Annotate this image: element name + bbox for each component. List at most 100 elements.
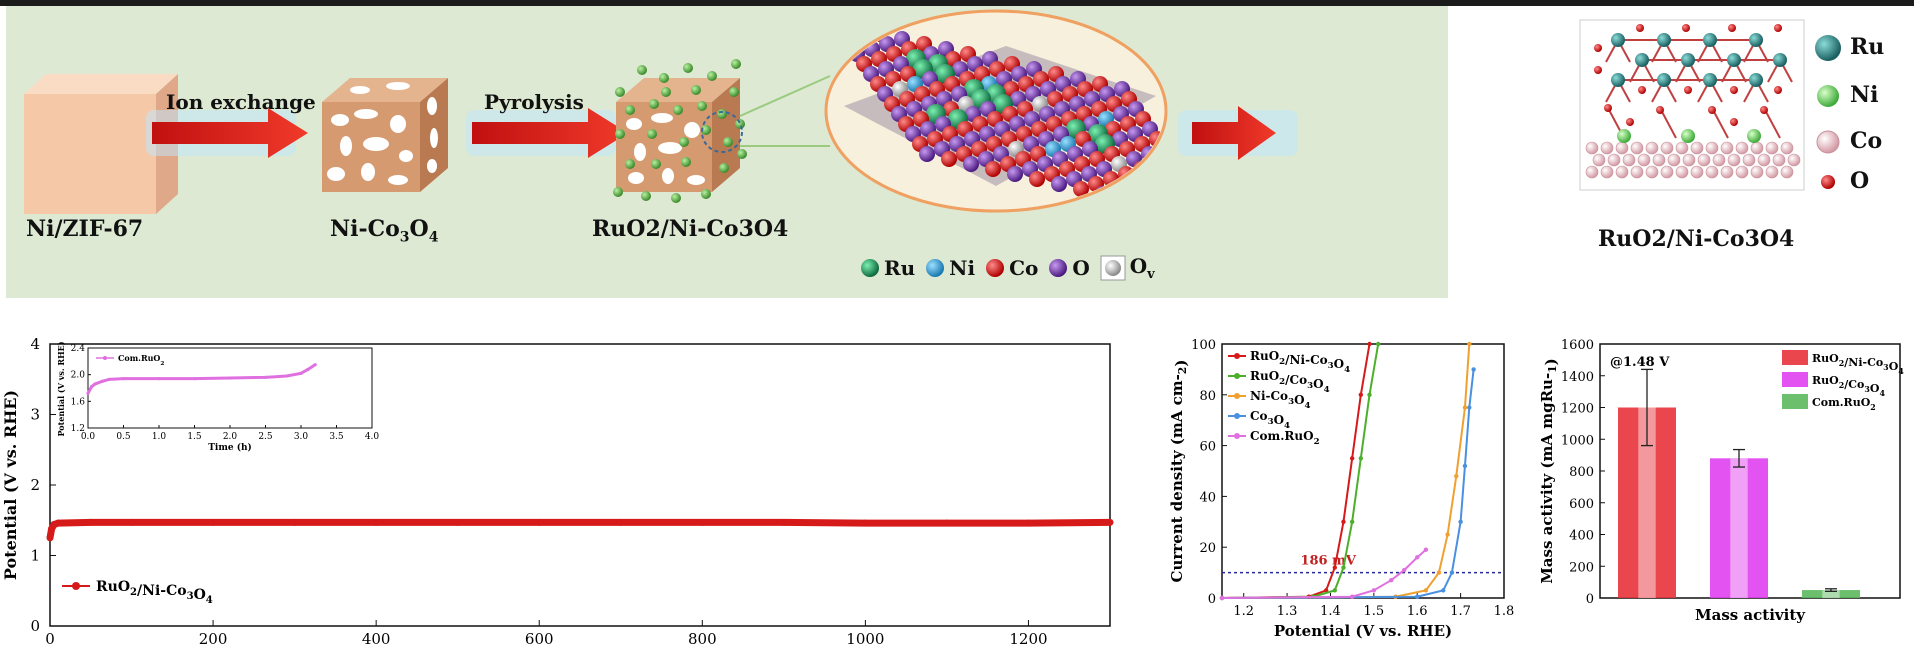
lsv-legend-label-part: O [1274, 413, 1284, 427]
lsv-legend-label-part: 3 [1288, 397, 1294, 407]
struct-legend-ru-swatch [1815, 35, 1841, 61]
lsv-data-point [1341, 565, 1346, 570]
mass-y-tick-label: 400 [1569, 529, 1594, 544]
lsv-legend-label-part: RuO [1250, 349, 1279, 363]
lsv-legend-label-part: 2 [1279, 357, 1285, 367]
lattice-atom [1183, 206, 1199, 222]
stage-2-base: Ni-Co [330, 216, 400, 242]
struct-bond [1763, 107, 1781, 139]
struct-co-atom [1705, 165, 1719, 179]
mass-y-tick-label: 0 [1586, 592, 1594, 607]
inset-data-point [89, 385, 94, 389]
mass-activity-chart: 0 200 400 600 800 1000 1200 1400 1600 Mass activi… [1530, 334, 1910, 650]
inset-data-point [306, 367, 310, 371]
legend-o-swatch [1049, 259, 1068, 277]
struct-co-atom [1757, 153, 1771, 167]
mass-bar-highlight [1638, 407, 1656, 598]
stability-legend-label: RuO2/Ni-Co3O4 [96, 579, 213, 606]
inset-y-tick-label: 2.4 [71, 344, 86, 354]
lsv-legend-label-part: 2 [1314, 437, 1320, 447]
inset-legend-marker [103, 356, 107, 360]
mass-legend-label-part: RuO [1812, 374, 1839, 387]
mass-legend-label-part: 4 [1898, 367, 1904, 376]
struct-o-atom [1774, 86, 1782, 94]
stability-data-point [698, 518, 706, 526]
lsv-data-point [1445, 532, 1450, 537]
struct-co-atom [1720, 165, 1734, 179]
mass-y-tick-label: 200 [1569, 560, 1594, 575]
inset-x-tick-label: 4.0 [365, 432, 380, 442]
lsv-legend-label-part: 2 [1279, 377, 1285, 387]
ruo2-cube [613, 59, 747, 203]
lattice-atom [1148, 156, 1164, 172]
inset-x-tick-label: 3.5 [329, 432, 344, 442]
mass-legend-label-part: 2 [1839, 381, 1845, 390]
inset-legend-label-part: Com.RuO [118, 353, 160, 363]
inset-data-point [100, 379, 104, 383]
lsv-y-tick-label: 100 [1191, 338, 1216, 353]
mass-bar [1710, 458, 1768, 598]
stability-x-tick-label: 1200 [1009, 630, 1047, 648]
mass-legend-label-part: 3 [1864, 385, 1870, 394]
legend-ru-swatch [861, 259, 879, 277]
zif-cube [24, 74, 178, 214]
struct-co-atom [1585, 141, 1599, 155]
lattice-legend: Ru Ni Co O Ov [860, 254, 1155, 282]
struct-co-atom [1652, 153, 1666, 167]
stage-1-label: Ni/ZIF-67 [26, 216, 144, 242]
struct-co-atom [1765, 141, 1779, 155]
stability-data-point [128, 518, 136, 526]
lsv-legend-label-part: O [1294, 393, 1304, 407]
lsv-data-point [1358, 392, 1364, 397]
mass-y-axis-label: Mass activity (mA mgRu-1) [1538, 358, 1560, 584]
stability-legend-label-part: 3 [187, 591, 194, 602]
lattice-atom [1073, 181, 1089, 197]
lsv-data-point [1471, 367, 1476, 372]
lsv-data-point [1436, 570, 1442, 575]
lsv-data-point [1467, 341, 1472, 347]
lsv-legend-label-part: 4 [1305, 401, 1311, 411]
lsv-legend-marker [1234, 393, 1240, 399]
struct-ru-atom [1681, 53, 1695, 67]
mass-bar-highlight [1822, 590, 1840, 598]
lsv-data-point [1323, 588, 1329, 593]
lattice-atom [1147, 181, 1163, 197]
inset-x-tick-label: 0.5 [116, 432, 131, 442]
lattice-atom [1155, 166, 1164, 182]
stability-x-tick-label: 0 [45, 630, 55, 648]
lattice-atom [963, 156, 979, 172]
struct-co-atom [1592, 153, 1606, 167]
struct-co-atom [1637, 153, 1651, 167]
struct-co-atom [1690, 141, 1704, 155]
struct-legend-co-swatch [1816, 130, 1840, 154]
inset-data-point [299, 371, 303, 375]
lsv-legend-label: RuO2/Ni-Co3O4 [1250, 349, 1350, 375]
struct-bond [1659, 107, 1677, 139]
lattice-atom [1169, 186, 1185, 202]
lsv-legend-label-part: O [1313, 377, 1323, 391]
lsv-legend-label-part: 4 [1324, 385, 1330, 395]
lsv-legend-label-part: Ni-Co [1250, 389, 1288, 403]
pyrolysis-label: Pyrolysis [484, 90, 584, 114]
lsv-y-tick-label: 20 [1199, 541, 1216, 556]
lsv-legend-marker [1234, 353, 1240, 359]
lsv-y-axis-label-part: ) [1172, 360, 1190, 367]
struct-o-atom [1682, 24, 1690, 32]
stability-y-tick-label: 2 [30, 476, 40, 494]
lsv-legend-marker [1234, 373, 1240, 379]
lsv-data-point [1423, 547, 1429, 552]
struct-co-atom [1675, 165, 1689, 179]
lsv-data-point [1423, 588, 1429, 593]
mass-legend-label-part: O [1870, 382, 1880, 395]
lattice-atom [1051, 176, 1067, 192]
legend-ni-label: Ni [949, 256, 976, 280]
struct-co-atom [1600, 165, 1614, 179]
lsv-data-point [1454, 473, 1459, 479]
stability-data-point [943, 519, 951, 527]
mass-y-tick-label: 1400 [1561, 370, 1594, 385]
struct-co-atom [1607, 153, 1621, 167]
inset-data-point [86, 391, 90, 395]
lsv-chart-svg: 1.2 1.3 1.4 1.5 1.6 1.7 1.8 0 20 40 60 80 100 Potenti… [1168, 338, 1514, 640]
stability-data-point [291, 518, 299, 526]
